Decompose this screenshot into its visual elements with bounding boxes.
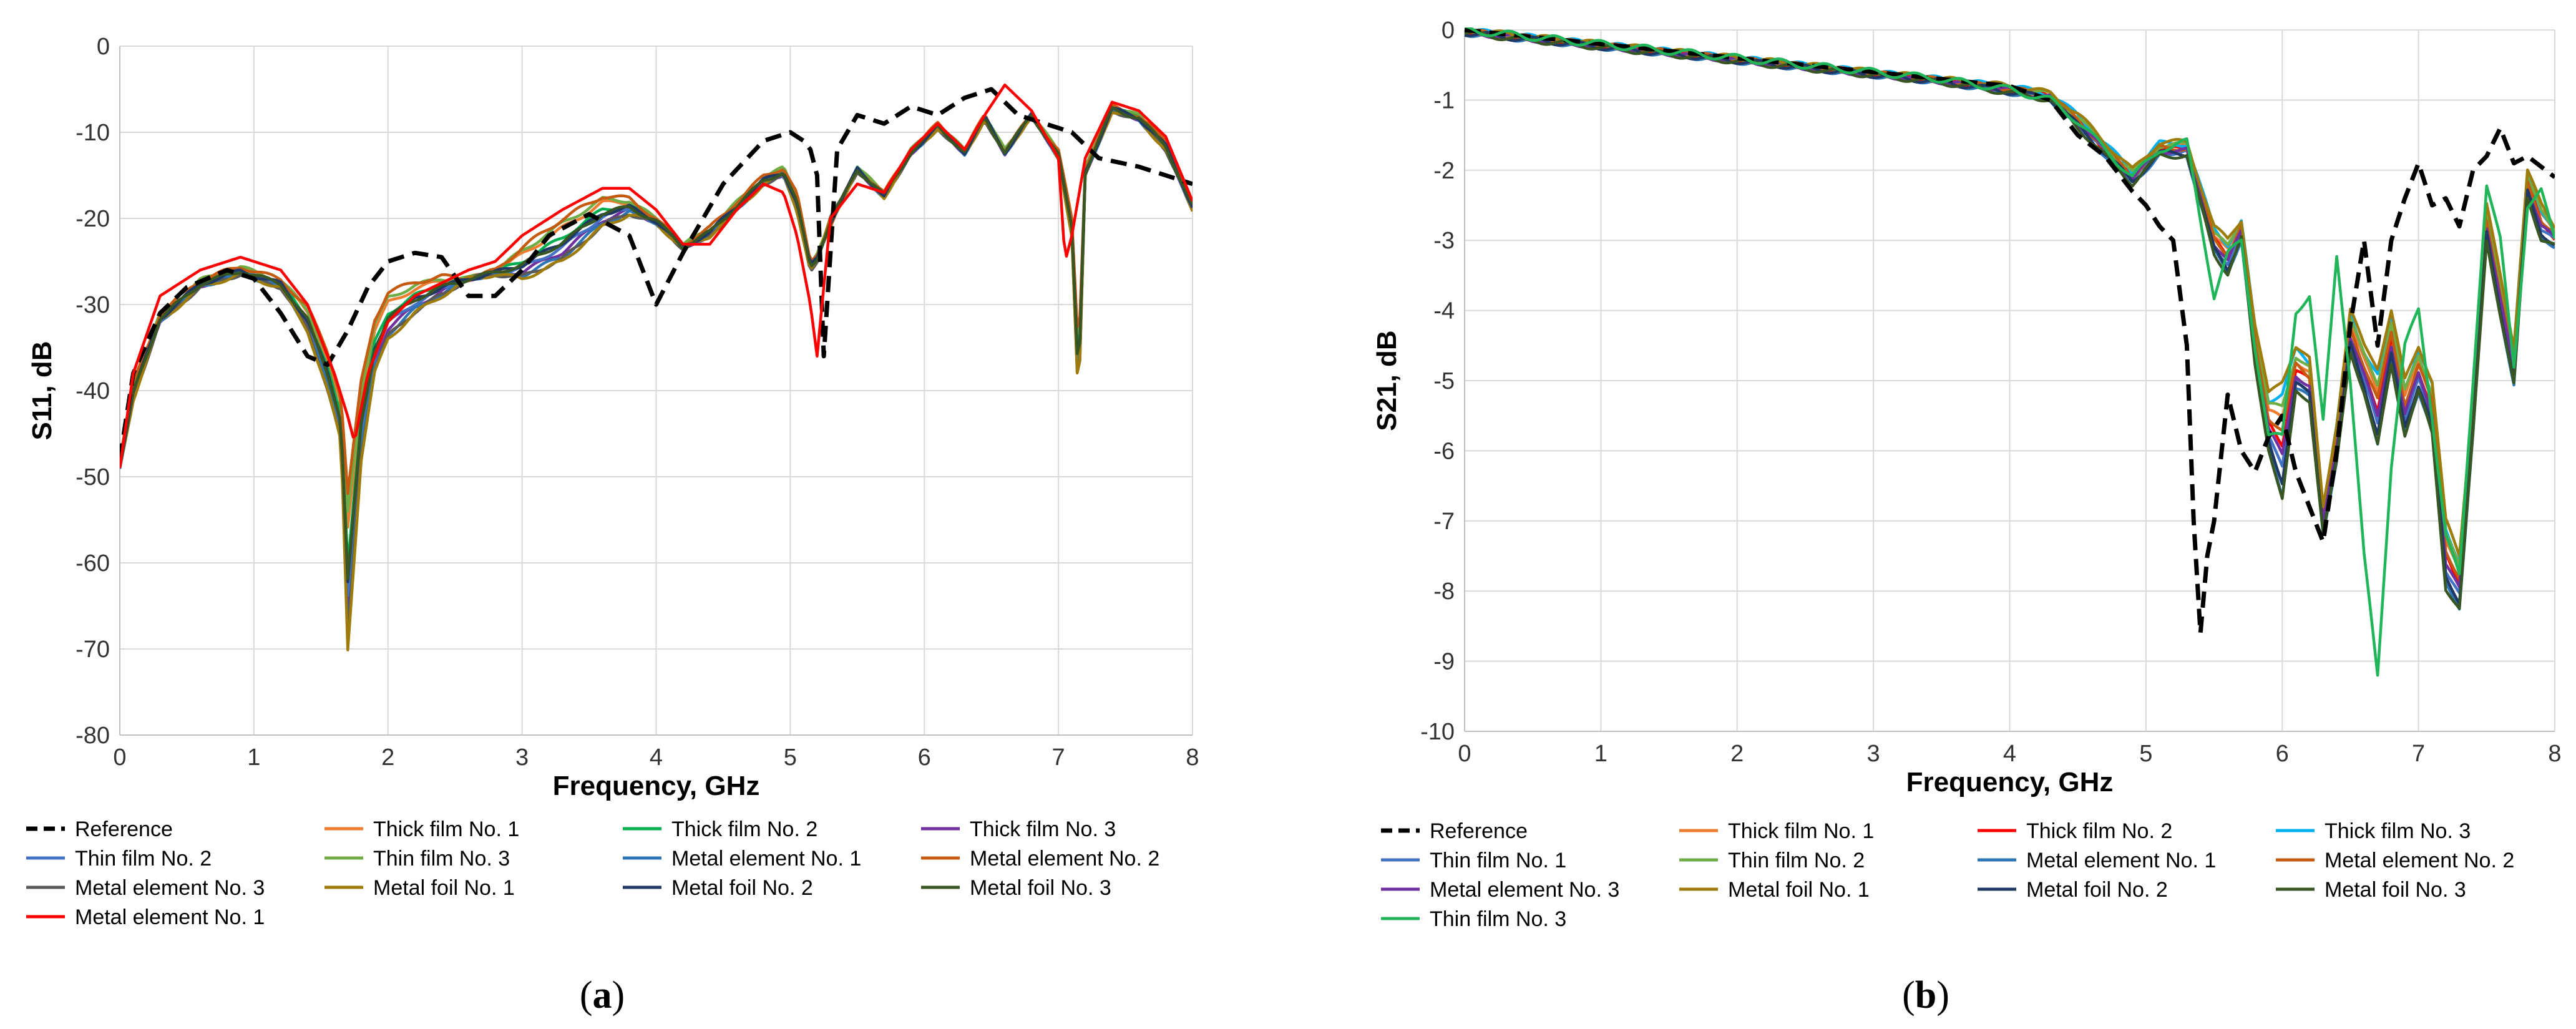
y-tick-label: -40 [76, 378, 110, 404]
y-tick-label: -5 [1433, 368, 1455, 394]
legend: Reference Thick film No. 1 Thick film No. … [1381, 819, 2514, 931]
legend-label: Thick film No. 2 [2026, 819, 2172, 843]
x-tick-label: 1 [247, 744, 260, 771]
y-tick-label: -10 [1420, 719, 1455, 745]
y-tick-label: -30 [76, 292, 110, 318]
x-tick-label: 3 [515, 744, 529, 771]
legend-label: Metal element No. 1 [671, 847, 861, 871]
legend-label: Metal element No. 1 [2026, 849, 2216, 872]
legend-label: Metal element No. 1 [75, 905, 265, 929]
plot-area [120, 83, 1193, 651]
y-axis-title: S11, dB [27, 341, 57, 441]
plot-area [1465, 27, 2555, 677]
x-axis-title: Frequency, GHz [553, 771, 760, 801]
legend-label: Thick film No. 1 [373, 817, 519, 841]
y-tick-label: -80 [76, 723, 110, 749]
legend-label: Thin film No. 1 [1430, 849, 1566, 872]
legend-label: Metal foil No. 1 [373, 876, 515, 900]
legend-label: Metal foil No. 3 [2325, 878, 2466, 902]
legend-label: Thick film No. 1 [1728, 819, 1874, 843]
y-tick-label: -3 [1433, 228, 1455, 254]
y-tick-label: -6 [1433, 438, 1455, 464]
legend-label: Reference [75, 817, 173, 841]
y-tick-label: -7 [1433, 509, 1455, 535]
series-line [120, 83, 1193, 469]
y-tick-label: -10 [76, 120, 110, 146]
x-tick-label: 1 [1594, 741, 1608, 767]
legend-label: Metal element No. 2 [2325, 849, 2514, 872]
series-line [120, 87, 1193, 460]
x-tick-label: 6 [918, 744, 931, 771]
x-tick-label: 0 [113, 744, 126, 771]
x-axis-title: Frequency, GHz [1906, 767, 2114, 797]
x-tick-label: 8 [2548, 741, 2561, 767]
series-line [1465, 31, 2555, 605]
s21-chart: 0 1 2 3 4 5 6 7 8 0 -1 -2 -3 -4 -5 -6 -7 -8 -9 -10 Frequency… [1372, 17, 2562, 1017]
legend-label: Thick film No. 3 [970, 817, 1116, 841]
series-line [1465, 27, 2555, 677]
legend-label: Metal foil No. 2 [2026, 878, 2168, 902]
legend-label: Metal foil No. 2 [671, 876, 813, 900]
x-tick-label: 6 [2276, 741, 2289, 767]
y-tick-label: -70 [76, 636, 110, 663]
x-tick-label: 7 [1052, 744, 1065, 771]
legend-label: Metal element No. 3 [75, 876, 265, 900]
gridlines [119, 46, 1193, 736]
legend-label: Thin film No. 2 [75, 847, 212, 871]
series-line [120, 106, 1193, 583]
series-line [120, 105, 1193, 580]
legend-label: Metal foil No. 1 [1728, 878, 1870, 902]
legend: Reference Thick film No. 1 Thick film No. … [26, 817, 1159, 929]
y-tick-label: -60 [76, 550, 110, 577]
x-tick-label: 5 [2139, 741, 2152, 767]
series-line [1465, 27, 2555, 636]
legend-label: Metal element No. 3 [1430, 878, 1619, 902]
x-tick-label: 5 [784, 744, 797, 771]
y-tick-label: -20 [76, 206, 110, 232]
gridlines [1464, 29, 2555, 732]
x-tick-label: 2 [381, 744, 394, 771]
y-tick-label: -50 [76, 464, 110, 490]
y-axis-title: S21, dB [1372, 330, 1402, 431]
legend-label: Reference [1430, 819, 1528, 843]
x-tick-label: 8 [1186, 744, 1199, 771]
s11-chart: 0 1 2 3 4 5 6 7 8 0 -10 -20 -30 -40 -50 -60 -70 -80 Freque… [26, 34, 1199, 1017]
legend-label: Metal foil No. 3 [970, 876, 1111, 900]
y-tick-label: -9 [1433, 649, 1455, 675]
y-tick-label: 0 [1442, 17, 1455, 44]
legend-label: Thin film No. 3 [1430, 907, 1566, 931]
x-tick-label: 0 [1458, 741, 1471, 767]
panel-caption: (b) [1902, 974, 1949, 1017]
chart-panel-a: 0 1 2 3 4 5 6 7 8 0 -10 -20 -30 -40 -50 -60 -70 -80 Freque… [26, 34, 1199, 1017]
panel-caption: (a) [580, 974, 625, 1017]
legend-label: Thick film No. 3 [2325, 819, 2471, 843]
y-tick-label: -4 [1433, 298, 1455, 324]
x-tick-label: 7 [2412, 741, 2425, 767]
y-tick-label: -1 [1433, 87, 1455, 114]
x-tick-label: 4 [2003, 741, 2016, 767]
series-line [1465, 30, 2555, 610]
y-tick-label: -2 [1433, 158, 1455, 184]
x-tick-label: 3 [1867, 741, 1880, 767]
x-tick-label: 4 [650, 744, 663, 771]
legend-label: Thin film No. 2 [1728, 849, 1865, 872]
x-tick-label: 2 [1730, 741, 1744, 767]
y-tick-label: 0 [97, 34, 110, 60]
legend-label: Thin film No. 3 [373, 847, 510, 871]
legend-label: Metal element No. 2 [970, 847, 1159, 871]
chart-panel-b: 0 1 2 3 4 5 6 7 8 0 -1 -2 -3 -4 -5 -6 -7 -8 -9 -10 Frequency… [1288, 0, 2576, 1029]
legend-label: Thick film No. 2 [671, 817, 817, 841]
y-tick-label: -8 [1433, 578, 1455, 605]
